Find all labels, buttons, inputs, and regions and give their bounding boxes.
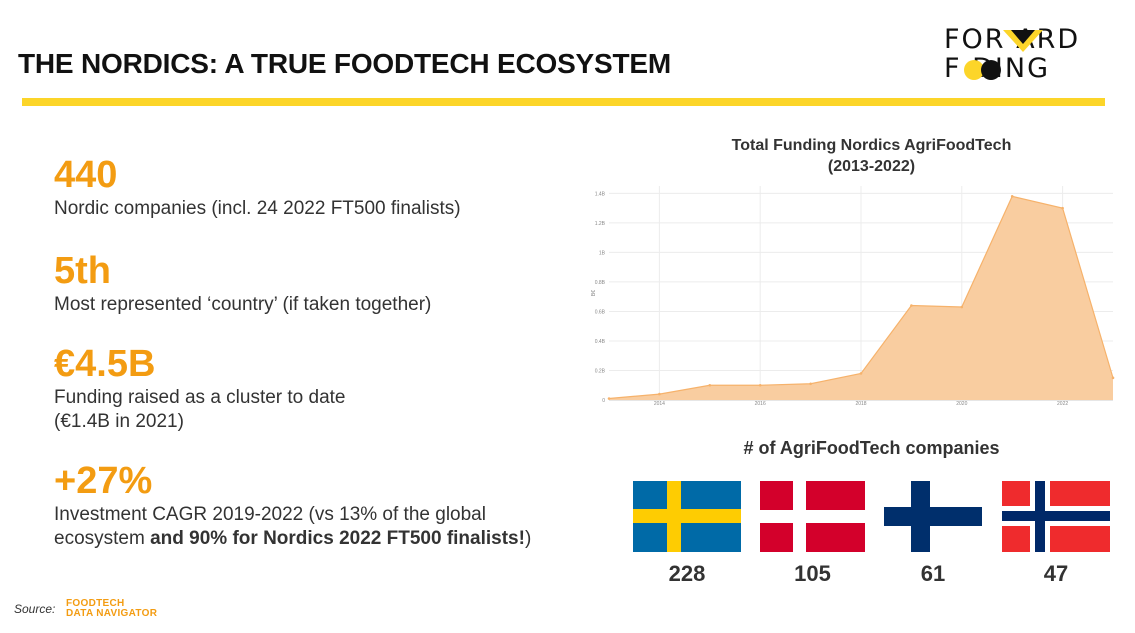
logo-w-mark-icon	[1003, 30, 1043, 52]
y-tick-label: 0.6B	[595, 309, 606, 315]
x-tick-label: 2016	[755, 401, 766, 407]
stat-value: +27%	[54, 460, 153, 502]
y-axis-label: B€	[591, 290, 597, 296]
stat-desc: Funding raised as a cluster to date (€1.…	[54, 386, 346, 434]
y-tick-label: 0.8B	[595, 280, 606, 286]
chart-title-line2: (2013-2022)	[827, 158, 916, 175]
data-point	[910, 304, 913, 307]
count-denmark: 105	[794, 561, 831, 586]
stat-value: 5th	[54, 250, 111, 292]
stat-value: €4.5B	[54, 343, 156, 385]
chart-title: Total Funding Nordics AgriFoodTech (2013…	[700, 135, 1043, 177]
data-point	[758, 383, 762, 387]
foodtech-data-navigator-logo: FOODTECH DATA NAVIGATOR	[66, 599, 157, 619]
stat-desc-line2-end: )	[524, 528, 532, 549]
stat-companies: 440 Nordic companies (incl. 24 2022 FT50…	[54, 155, 461, 221]
stat-funding: €4.5B Funding raised as a cluster to dat…	[54, 344, 346, 434]
companies-title: # of AgriFoodTech companies	[743, 438, 1000, 458]
stat-desc-line2: (€1.4B in 2021)	[54, 411, 184, 432]
data-point	[859, 372, 863, 375]
source-label: Source:	[14, 602, 56, 616]
stat-cagr: +27% Investment CAGR 2019-2022 (vs 13% o…	[54, 461, 531, 551]
x-tick-label: 2018	[855, 401, 866, 407]
stat-desc-line2-bold: and 90% for Nordics 2022 FT500 finalists…	[150, 528, 525, 549]
y-tick-label: 0.2B	[595, 368, 606, 374]
count-norway: 47	[1043, 561, 1069, 586]
data-point	[1010, 195, 1014, 198]
y-tick-label: 0.4B	[595, 339, 606, 345]
data-point	[658, 392, 661, 396]
data-point	[1111, 376, 1115, 380]
x-tick-label: 2020	[956, 401, 967, 407]
data-point	[960, 305, 964, 309]
data-point	[708, 383, 712, 387]
data-point	[809, 382, 812, 386]
data-point	[1061, 206, 1064, 210]
stat-rank: 5th Most represented ‘country’ (if taken…	[54, 251, 431, 317]
x-tick-label: 2022	[1057, 401, 1068, 407]
y-tick-label: 1B	[599, 250, 606, 256]
denmark-flag	[760, 481, 865, 552]
page-title: THE NORDICS: A TRUE FOODTECH ECOSYSTEM	[18, 48, 672, 79]
count-sweden: 228	[668, 561, 706, 586]
y-tick-label: 0	[602, 398, 605, 404]
x-tick-label: 2014	[654, 401, 665, 407]
stat-desc-line2-plain: ecosystem	[54, 528, 151, 549]
forward-fooding-logo: FOR ARD F DING	[944, 26, 1114, 86]
funding-area	[609, 196, 1113, 400]
sweden-flag	[633, 481, 741, 552]
stat-desc: Nordic companies (incl. 24 2022 FT500 fi…	[54, 198, 461, 219]
funding-area-chart: 0 0.2B 0.4B 0.6B 0.8B 1B 1.2B 1.4B 2014 2016 2018 2…	[591, 186, 1115, 407]
title-underline-bar	[22, 98, 1105, 106]
stat-desc-line1: Investment CAGR 2019-2022 (vs 13% of the…	[54, 504, 486, 525]
finland-flag	[884, 481, 982, 552]
y-tick-label: 1.2B	[595, 221, 606, 227]
navigator-line1: FOODTECH	[66, 598, 125, 609]
norway-flag	[1002, 481, 1110, 552]
stat-desc-line1: Funding raised as a cluster to date	[54, 387, 346, 408]
data-point	[607, 397, 611, 400]
stat-desc: Investment CAGR 2019-2022 (vs 13% of the…	[54, 503, 531, 551]
y-tick-label: 1.4B	[595, 191, 606, 197]
chart-title-line1: Total Funding Nordics AgriFoodTech	[731, 137, 1012, 154]
navigator-line2: DATA NAVIGATOR	[66, 608, 158, 619]
stat-value: 440	[54, 154, 118, 196]
stat-desc: Most represented ‘country’ (if taken tog…	[54, 294, 432, 315]
count-finland: 61	[920, 561, 946, 586]
logo-oo-mark-icon	[964, 60, 1001, 80]
